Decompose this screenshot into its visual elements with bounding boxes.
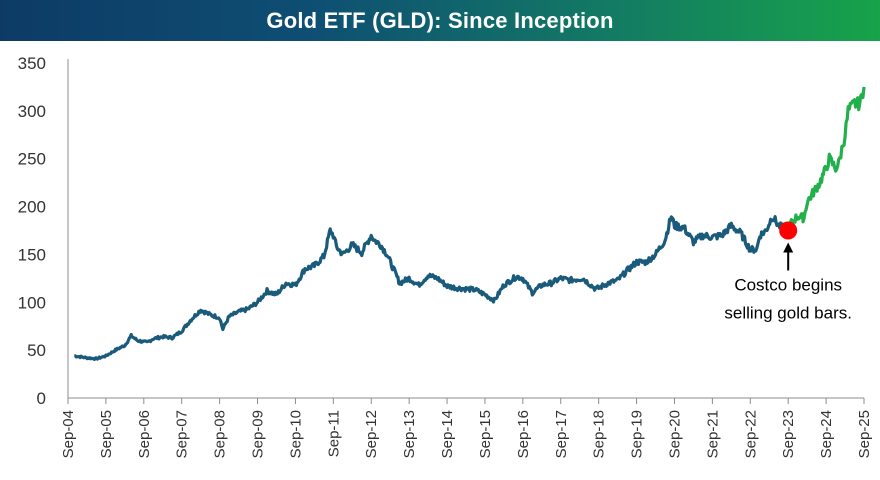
x-tick-label: Sep-20 bbox=[666, 410, 683, 458]
chart-title: Gold ETF (GLD): Since Inception bbox=[266, 7, 614, 33]
x-tick-label: Sep-17 bbox=[553, 410, 570, 458]
y-tick-label: 150 bbox=[18, 245, 46, 264]
y-tick-label: 300 bbox=[18, 102, 46, 121]
annotation-marker bbox=[779, 221, 798, 240]
x-tick-label: Sep-25 bbox=[856, 410, 873, 458]
y-tick-label: 250 bbox=[18, 150, 46, 169]
x-tick-label: Sep-05 bbox=[98, 410, 115, 458]
x-tick-label: Sep-12 bbox=[363, 410, 380, 458]
annotation-text-line: Costco begins bbox=[734, 276, 842, 295]
series-lines bbox=[73, 86, 866, 361]
x-tick-label: Sep-06 bbox=[136, 410, 153, 458]
x-tick-label: Sep-24 bbox=[818, 410, 835, 458]
x-tick-label: Sep-22 bbox=[742, 410, 759, 458]
y-tick-label: 0 bbox=[37, 389, 46, 408]
y-tick-label: 350 bbox=[18, 54, 46, 73]
y-tick-label: 200 bbox=[18, 198, 46, 217]
annotation-text-line: selling gold bars. bbox=[724, 304, 852, 323]
annotations: Costco begins selling gold bars. bbox=[724, 221, 852, 323]
x-tick-label: Sep-18 bbox=[591, 410, 608, 458]
axes bbox=[67, 59, 864, 399]
series-line-gld-before bbox=[73, 215, 790, 361]
x-tick-label: Sep-04 bbox=[60, 410, 77, 458]
chart-title-bar: Gold ETF (GLD): Since Inception bbox=[0, 0, 880, 41]
x-tick-label: Sep-16 bbox=[515, 410, 532, 458]
x-tick-label: Sep-23 bbox=[780, 410, 797, 458]
annotation-arrow-head bbox=[783, 242, 794, 253]
x-tick-label: Sep-11 bbox=[325, 410, 342, 457]
x-tick-label: Sep-10 bbox=[287, 410, 304, 458]
x-tick-label: Sep-19 bbox=[629, 410, 646, 458]
x-tick-label: Sep-13 bbox=[401, 410, 418, 458]
x-tick-label: Sep-08 bbox=[212, 410, 229, 458]
x-tick-label: Sep-09 bbox=[250, 410, 267, 458]
x-axis-ticks: Sep-04 Sep-05 Sep-06 Sep-07 Sep-08 Sep-09 Sep-… bbox=[60, 398, 873, 458]
series-line-gld-after bbox=[787, 86, 866, 229]
x-tick-label: Sep-07 bbox=[174, 410, 191, 458]
x-tick-label: Sep-21 bbox=[704, 410, 721, 458]
x-tick-label: Sep-14 bbox=[439, 410, 456, 458]
x-tick-label: Sep-15 bbox=[477, 410, 494, 458]
y-tick-label: 50 bbox=[27, 341, 46, 360]
y-tick-label: 100 bbox=[18, 293, 46, 312]
y-axis-ticks: 0 50 100 150 200 250 300 350 bbox=[18, 54, 46, 408]
